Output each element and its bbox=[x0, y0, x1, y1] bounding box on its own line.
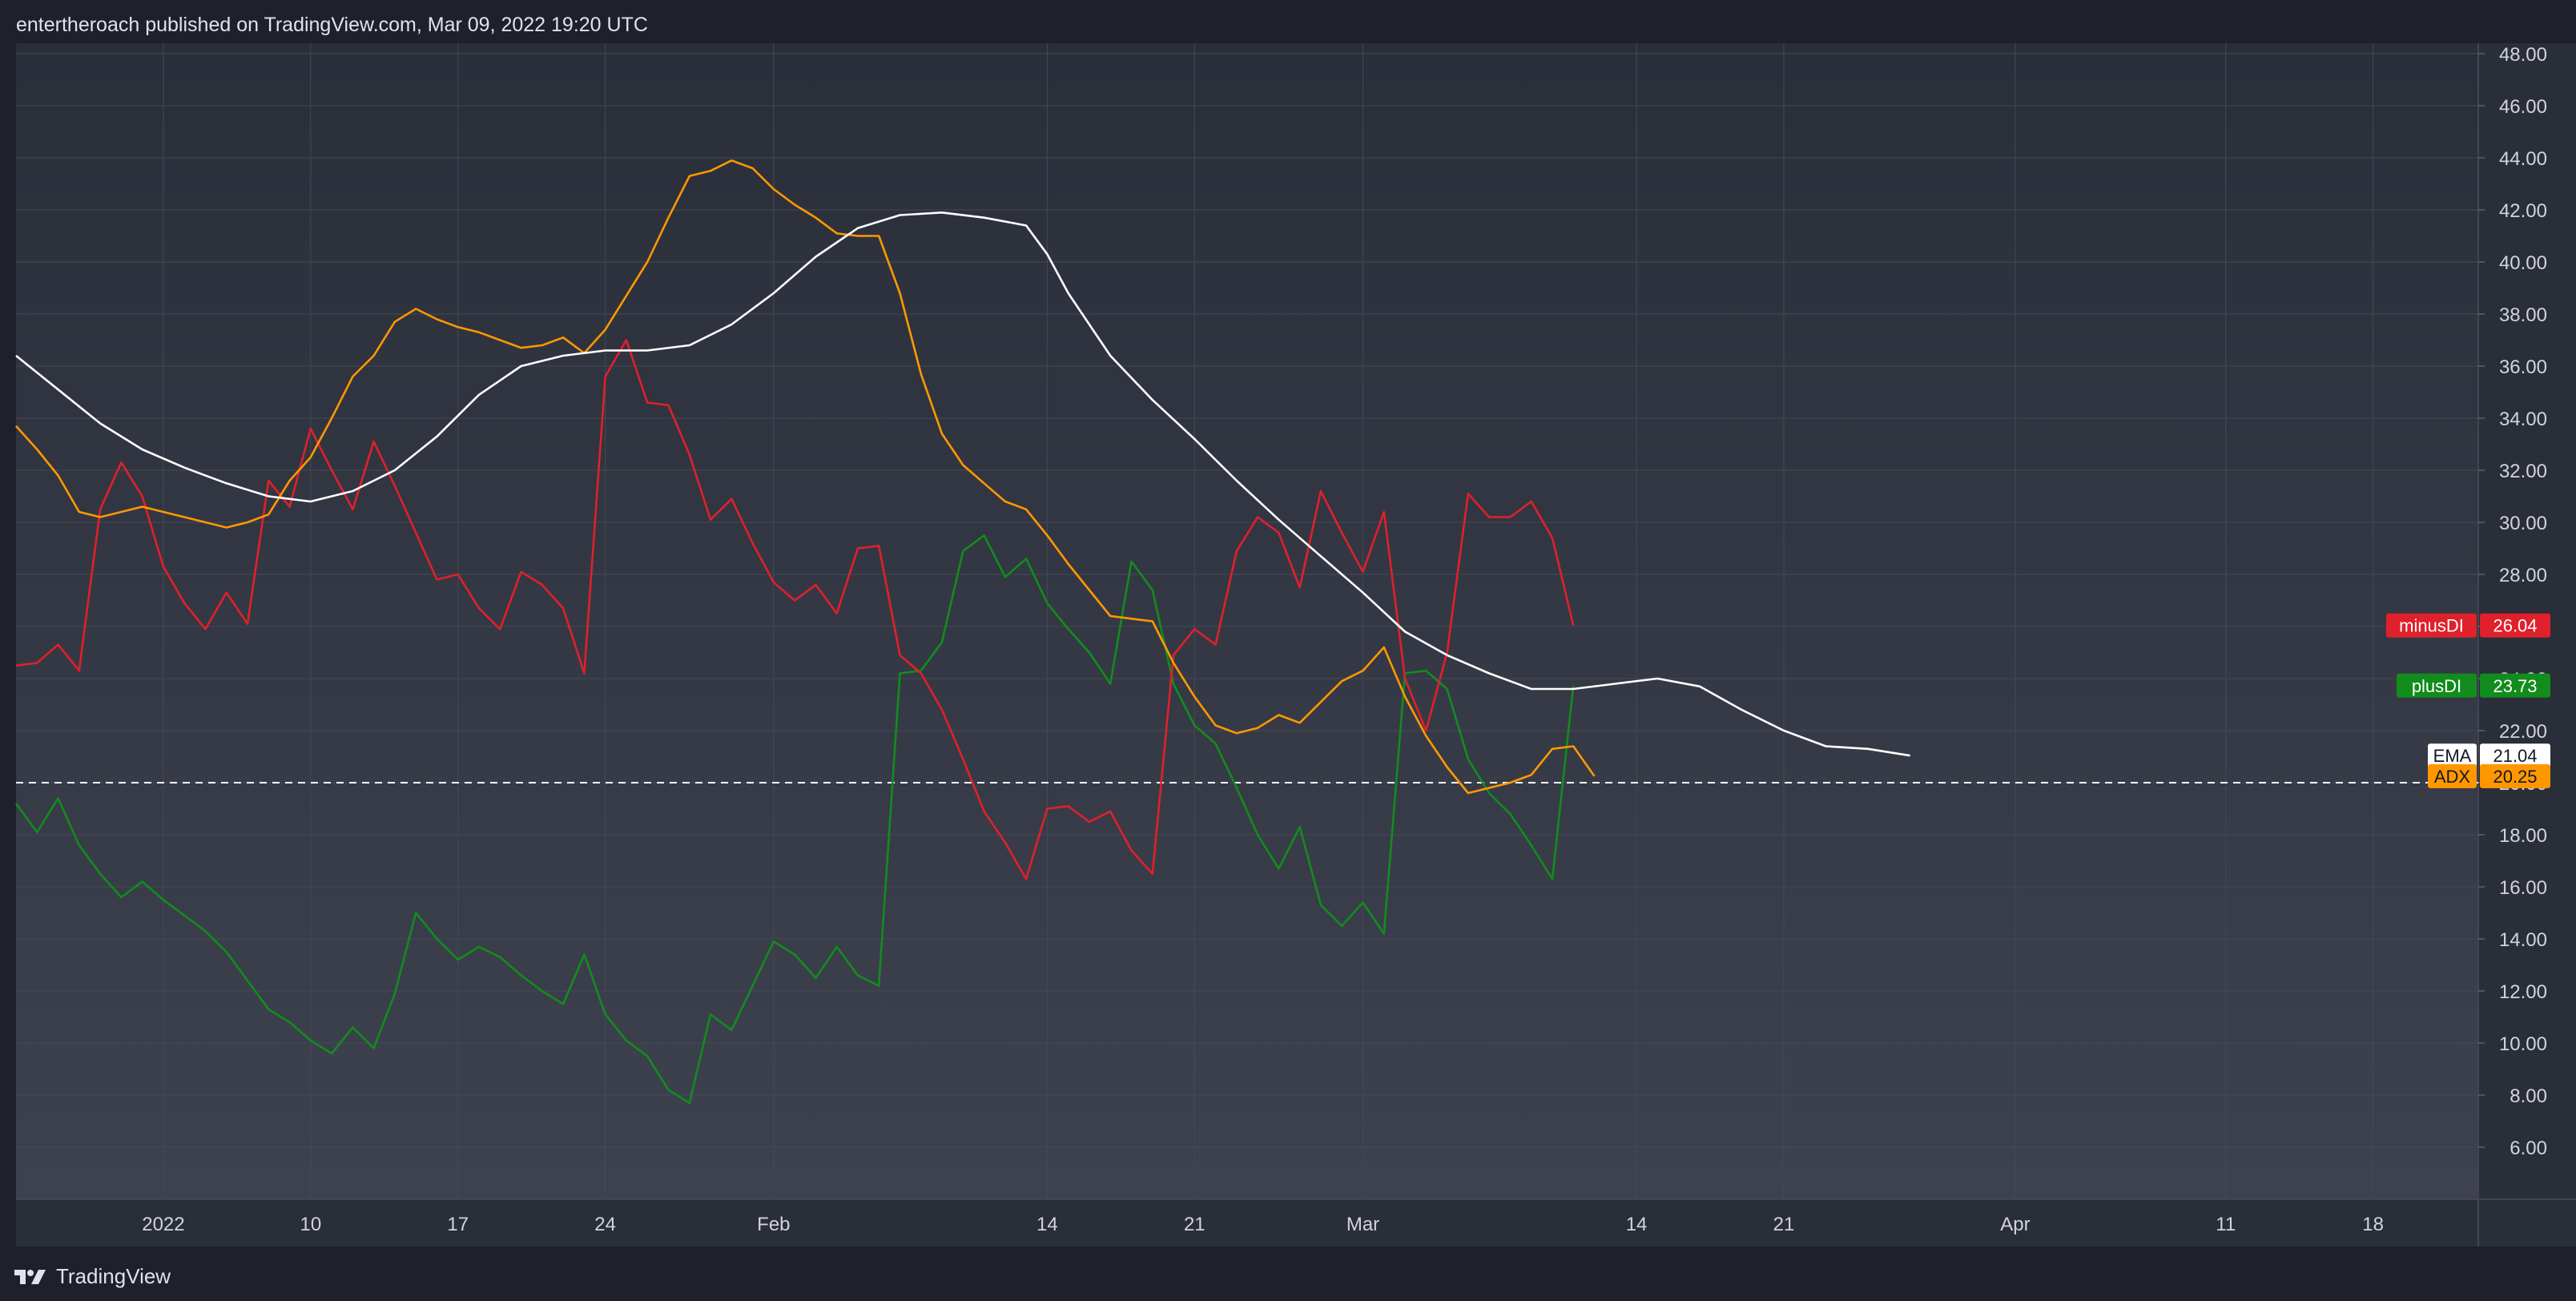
y-tick-label: 38.00 bbox=[2499, 304, 2547, 326]
series-line-plusdi bbox=[14, 534, 1575, 1105]
x-tick-label: 21 bbox=[1184, 1214, 1205, 1235]
y-tick-label: 18.00 bbox=[2499, 825, 2547, 847]
x-tick-label: 17 bbox=[447, 1214, 469, 1235]
plot-background bbox=[16, 43, 2478, 1199]
value-tag-text: 21.04 bbox=[2493, 746, 2537, 766]
series-line-minusdi bbox=[15, 339, 1575, 880]
series-name-tag bbox=[2397, 673, 2477, 698]
series-name-tag bbox=[2428, 743, 2477, 768]
value-tag bbox=[2480, 763, 2550, 788]
series-name-tag-text: minusDI bbox=[2399, 616, 2464, 636]
x-tick-label: Apr bbox=[2000, 1214, 2030, 1235]
y-tick-label: 10.00 bbox=[2499, 1033, 2547, 1055]
x-tick-label: 24 bbox=[594, 1214, 616, 1235]
x-tick-label: 10 bbox=[300, 1214, 321, 1235]
x-tick-label: 14 bbox=[1626, 1214, 1648, 1235]
time-scale-panel bbox=[16, 1199, 2478, 1247]
y-tick-label: 34.00 bbox=[2499, 409, 2547, 430]
series-name-tag bbox=[2428, 763, 2477, 788]
last-value-label-ema: EMA 21.04 bbox=[2428, 743, 2550, 768]
series-name-tag bbox=[2386, 613, 2477, 638]
x-tick-label: 21 bbox=[1773, 1214, 1795, 1235]
y-tick-label: 22.00 bbox=[2499, 721, 2547, 743]
series-line-ema bbox=[15, 211, 1910, 757]
tradingview-brand[interactable]: TradingView bbox=[14, 1264, 171, 1289]
value-tag-text: 20.25 bbox=[2493, 767, 2537, 787]
y-tick-label: 8.00 bbox=[2510, 1086, 2547, 1107]
y-tick-label: 14.00 bbox=[2499, 929, 2547, 951]
y-tick-label: 6.00 bbox=[2510, 1138, 2547, 1159]
value-tag-text: 23.73 bbox=[2493, 676, 2537, 696]
y-tick-label: 44.00 bbox=[2499, 148, 2547, 170]
footer-bar: TradingView bbox=[0, 1247, 2576, 1301]
y-tick-label: 28.00 bbox=[2499, 565, 2547, 586]
x-tick-label: 2022 bbox=[142, 1214, 184, 1235]
last-value-label-plusdi: plusDI 23.73 bbox=[2397, 673, 2550, 698]
published-info: entertheroach published on TradingView.c… bbox=[16, 14, 648, 36]
series-name-tag-text: EMA bbox=[2433, 746, 2472, 766]
y-tick-label: 32.00 bbox=[2499, 461, 2547, 482]
y-tick-label: 30.00 bbox=[2499, 513, 2547, 534]
last-value-label-minusdi: minusDI 26.04 bbox=[2386, 613, 2550, 638]
value-tag bbox=[2480, 613, 2550, 638]
y-tick-label: 42.00 bbox=[2499, 200, 2547, 222]
value-tag-text: 26.04 bbox=[2493, 616, 2537, 636]
header-bar: entertheroach published on TradingView.c… bbox=[0, 0, 2576, 43]
y-tick-label: 48.00 bbox=[2499, 44, 2547, 66]
value-tag bbox=[2480, 673, 2550, 698]
y-tick-label: 36.00 bbox=[2499, 356, 2547, 378]
price-scale-panel bbox=[2478, 43, 2576, 1247]
series-name-tag-text: plusDI bbox=[2412, 676, 2461, 696]
brand-name: TradingView bbox=[56, 1264, 171, 1288]
last-value-label-adx: ADX 20.25 bbox=[2428, 763, 2550, 788]
value-tag bbox=[2480, 743, 2550, 768]
x-tick-label: 18 bbox=[2362, 1214, 2384, 1235]
y-tick-label: 46.00 bbox=[2499, 96, 2547, 118]
x-tick-label: 11 bbox=[2216, 1214, 2236, 1235]
x-tick-label: 14 bbox=[1036, 1214, 1058, 1235]
tradingview-logo-icon bbox=[14, 1269, 46, 1284]
y-tick-label: 16.00 bbox=[2499, 877, 2547, 899]
y-tick-label: 12.00 bbox=[2499, 981, 2547, 1003]
series-name-tag-text: ADX bbox=[2434, 767, 2471, 787]
x-tick-label: Feb bbox=[757, 1214, 790, 1235]
y-tick-label: 40.00 bbox=[2499, 252, 2547, 274]
x-tick-label: Mar bbox=[1346, 1214, 1379, 1235]
